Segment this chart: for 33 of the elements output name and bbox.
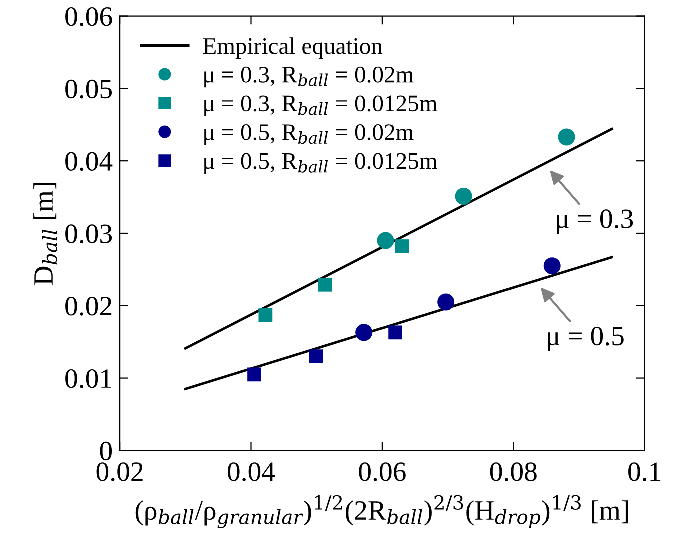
point (258, 308, 273, 322)
y-tick-label: 0.04 (66, 152, 113, 172)
point (438, 294, 455, 311)
annotation: μ = 0.5 (548, 326, 624, 352)
legend-label: Empirical equation (203, 38, 383, 60)
legend-label: μ = 0.3, R$_{ball}$ = 0.0125m (204, 96, 438, 116)
point (309, 350, 324, 364)
point (356, 324, 373, 342)
point (558, 128, 576, 146)
y-tick-label: 0.02 (66, 297, 112, 316)
x-tick-label: 0.02 (96, 462, 143, 482)
point (248, 368, 262, 382)
legend-label: μ = 0.5, R$_{ball}$ = 0.02m (204, 124, 414, 146)
annotation: μ = 0.3 (557, 210, 634, 234)
legend-label: μ = 0.5, R$_{ball}$ = 0.0125m (204, 153, 438, 174)
point (377, 232, 394, 250)
y-tick-label: 0 (100, 442, 112, 461)
y-tick-label: 0.01 (66, 369, 112, 388)
y-tick-label: 0.05 (66, 80, 112, 99)
legend-label: μ = 0.3, R$_{ball}$ = 0.02m (204, 66, 414, 88)
point (395, 240, 410, 254)
y-axis-title: D$_{ball}$ [m] (34, 183, 58, 286)
y-tick-label: 0.03 (66, 224, 112, 244)
point (388, 326, 403, 340)
x-tick-label: 0.1 (628, 462, 661, 482)
point (318, 278, 332, 292)
x-tick-label: 0.06 (359, 462, 406, 482)
x-tick-label: 0.08 (490, 462, 537, 482)
point (455, 188, 472, 206)
point (544, 258, 561, 275)
y-tick-label: 0.06 (66, 7, 112, 26)
text: (ρ$_{ball}$/ρ$_{granular}$)$^{1/2}$(2R$_{ball}$)$^{2/3}$(H$_{drop}$)$^{1/3}$ [m] (136, 495, 628, 528)
x-tick-label: 0.04 (228, 462, 276, 482)
